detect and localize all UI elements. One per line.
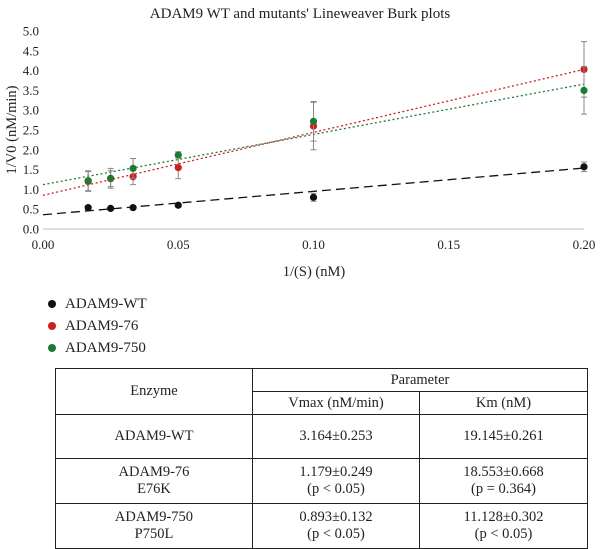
- data-point-series-1: [84, 204, 92, 212]
- kinetic-parameters-table: Enzyme Parameter Vmax (nM/min) Km (nM) A…: [55, 368, 588, 549]
- legend-label: ADAM9-750: [65, 339, 146, 356]
- x-tick-label: 0.00: [32, 237, 55, 252]
- table-row: ADAM9-750 P750L 0.893±0.132 (p < 0.05) 1…: [55, 503, 588, 549]
- x-tick-label: 0.15: [437, 237, 460, 252]
- data-point-series-3: [174, 151, 182, 159]
- km-value: 19.145±0.261: [463, 428, 544, 444]
- legend-item-76: ADAM9-76: [48, 315, 147, 337]
- trendline-1: [42, 167, 585, 216]
- data-points: [84, 41, 588, 213]
- chart-title: ADAM9 WT and mutants' Lineweaver Burk pl…: [149, 6, 451, 22]
- data-point-series-3: [84, 177, 92, 185]
- lineweaver-burk-chart: 0.0 0.5 1.0 1.5 2.0 2.5 3.0 3.5 4.0 4.5 5.0 0.00 0.0…: [4, 24, 596, 281]
- y-tick-label: 0.5: [23, 202, 39, 217]
- data-point-series-3: [129, 164, 137, 173]
- y-tick-label: 2.0: [23, 142, 39, 157]
- chart-legend: ADAM9-WT ADAM9-76 ADAM9-750: [48, 293, 147, 359]
- legend-dot-icon: [48, 344, 56, 352]
- km-cell: 18.553±0.668 (p = 0.364): [419, 458, 588, 504]
- km-cell: 11.128±0.302 (p < 0.05): [419, 503, 588, 549]
- data-point-series-2: [174, 164, 182, 172]
- y-tick-label: 3.0: [23, 103, 39, 118]
- x-tick-label: 0.05: [167, 237, 190, 252]
- header-parameter: Parameter: [252, 368, 588, 392]
- legend-label: ADAM9-WT: [65, 295, 147, 312]
- legend-dot-icon: [48, 300, 56, 308]
- vmax-cell: 0.893±0.132 (p < 0.05): [252, 503, 420, 549]
- vmax-value: 3.164±0.253: [299, 428, 373, 444]
- y-tick-label: 1.0: [23, 182, 39, 197]
- km-cell: 19.145±0.261: [419, 414, 588, 459]
- vmax-p-value: (p < 0.05): [307, 526, 365, 542]
- y-tick-label: 4.0: [23, 63, 39, 78]
- legend-label: ADAM9-76: [65, 317, 139, 334]
- km-value: 11.128±0.302: [463, 509, 544, 525]
- vmax-cell: 3.164±0.253: [252, 414, 420, 459]
- header-enzyme: Enzyme: [55, 368, 253, 415]
- legend-item-wt: ADAM9-WT: [48, 293, 147, 315]
- km-p-value: (p < 0.05): [474, 526, 533, 542]
- mutation-name: E76K: [137, 481, 171, 497]
- x-axis-label: 1/(S) (nM): [283, 264, 346, 280]
- data-point-series-3: [107, 174, 115, 182]
- data-point-series-3: [309, 117, 318, 125]
- enzyme-cell: ADAM9-WT: [55, 414, 253, 459]
- enzyme-name: ADAM9-WT: [114, 428, 194, 444]
- vmax-p-value: (p < 0.05): [307, 481, 365, 497]
- enzyme-cell: ADAM9-750 P750L: [55, 503, 253, 549]
- y-tick-label: 4.5: [23, 43, 39, 58]
- data-point-series-1: [107, 204, 115, 213]
- data-point-series-1: [580, 163, 588, 171]
- legend-item-750: ADAM9-750: [48, 337, 147, 359]
- y-tick-label: 5.0: [23, 24, 39, 39]
- enzyme-name: ADAM9-750: [114, 509, 194, 525]
- x-tick-label: 0.20: [573, 237, 596, 252]
- y-tick-label: 0.0: [23, 222, 39, 237]
- km-p-value: (p = 0.364): [471, 481, 536, 497]
- legend-dot-icon: [48, 322, 56, 330]
- y-tick-label: 3.5: [23, 83, 39, 98]
- data-point-series-1: [309, 193, 318, 201]
- header-vmax: Vmax (nM/min): [252, 391, 420, 415]
- data-point-series-1: [174, 201, 182, 209]
- vmax-value: 0.893±0.132: [299, 509, 373, 525]
- vmax-value: 1.179±0.249: [299, 464, 373, 480]
- y-tick-label: 1.5: [23, 162, 39, 177]
- enzyme-cell: ADAM9-76 E76K: [55, 458, 253, 504]
- data-point-series-3: [580, 86, 588, 94]
- axes: 0.0 0.5 1.0 1.5 2.0 2.5 3.0 3.5 4.0 4.5 5.0 0.00 0.0…: [23, 24, 596, 253]
- x-tick-label: 0.10: [302, 237, 325, 252]
- table-row: ADAM9-76 E76K 1.179±0.249 (p < 0.05) 18.…: [55, 458, 588, 504]
- km-value: 18.553±0.668: [463, 464, 544, 480]
- y-axis-label: 1/V0 (nM/min): [4, 85, 20, 174]
- header-km: Km (nM): [419, 391, 588, 415]
- enzyme-name: ADAM9-76: [118, 464, 190, 480]
- mutation-name: P750L: [134, 526, 174, 542]
- y-tick-label: 2.5: [23, 123, 39, 138]
- data-point-series-1: [129, 204, 137, 212]
- table-row: ADAM9-WT 3.164±0.253 19.145±0.261: [55, 414, 588, 459]
- vmax-cell: 1.179±0.249 (p < 0.05): [252, 458, 420, 504]
